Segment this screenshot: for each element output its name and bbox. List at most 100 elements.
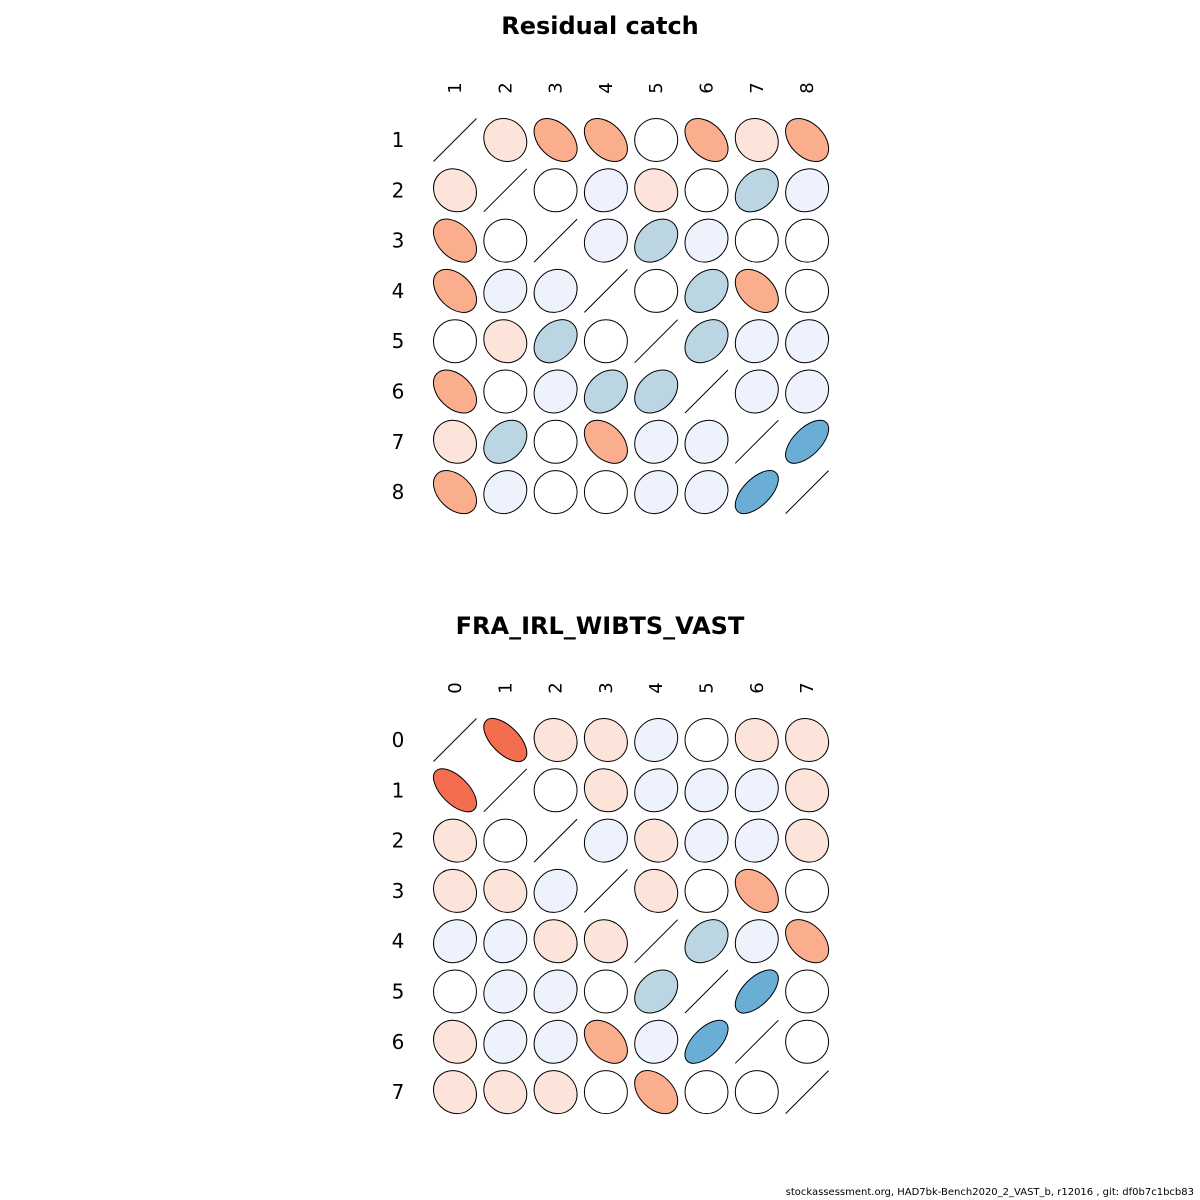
diagonal-line	[584, 269, 628, 313]
correlation-ellipse	[684, 168, 729, 213]
diagonal-line	[734, 1019, 779, 1064]
diagonal-line	[684, 369, 729, 414]
row-tick-label: 2	[392, 178, 405, 202]
correlation-ellipse	[432, 168, 478, 213]
correlation-ellipse	[483, 470, 528, 515]
correlation-ellipse	[583, 919, 628, 964]
col-tick-label: 1	[495, 682, 516, 693]
correlation-ellipse	[432, 768, 478, 813]
correlation-ellipse	[785, 768, 830, 813]
col-tick-label: 4	[596, 82, 617, 93]
correlation-ellipse	[634, 1070, 679, 1115]
diagonal-line	[533, 218, 578, 263]
row-tick-label: 0	[392, 728, 405, 752]
col-tick-label: 5	[646, 82, 667, 93]
correlation-ellipse	[634, 118, 679, 162]
row-tick-label: 6	[392, 1030, 405, 1054]
correlation-ellipse	[684, 718, 729, 762]
correlation-ellipse	[583, 470, 628, 515]
correlation-ellipse	[583, 319, 628, 364]
col-tick-label: 3	[546, 82, 567, 93]
correlation-ellipse	[734, 768, 779, 813]
correlation-ellipse	[684, 868, 729, 913]
diagonal-line	[433, 118, 477, 162]
correlation-ellipse	[533, 1070, 578, 1115]
col-tick-label: 2	[546, 682, 567, 693]
row-tick-label: 6	[392, 380, 405, 404]
correlation-ellipse	[533, 419, 578, 464]
correlation-ellipse	[785, 319, 830, 364]
correlation-ellipse	[734, 168, 779, 213]
correlation-ellipse	[684, 1070, 729, 1115]
correlation-ellipse	[785, 419, 830, 464]
correlation-ellipse	[483, 218, 528, 263]
correlation-ellipse	[433, 369, 477, 414]
diagonal-line	[634, 919, 679, 964]
correlation-ellipse	[583, 369, 628, 414]
footer-credit: stockassessment.org, HAD7bk-Bench2020_2_…	[785, 1187, 1194, 1198]
correlation-ellipse	[734, 268, 779, 313]
correlation-ellipse	[583, 1070, 628, 1115]
correlation-ellipse	[432, 868, 478, 913]
correlation-ellipse	[785, 268, 830, 313]
correlation-ellipse	[785, 168, 830, 213]
correlation-ellipse	[533, 717, 578, 763]
correlation-ellipse	[634, 969, 679, 1014]
correlation-ellipse	[432, 818, 478, 863]
correlation-ellipse	[684, 268, 729, 313]
col-tick-label: 2	[495, 82, 516, 93]
correlation-ellipse	[483, 969, 528, 1014]
correlation-ellipse	[634, 768, 679, 813]
correlation-ellipse	[684, 419, 729, 464]
correlation-ellipse	[483, 117, 528, 163]
correlation-ellipse	[433, 268, 477, 313]
correlation-ellipse	[483, 818, 528, 863]
correlation-ellipse	[483, 268, 528, 313]
diagonal-line	[533, 818, 578, 863]
diagonal-line	[734, 419, 779, 464]
chart-title: Residual catch	[501, 12, 699, 40]
row-tick-label: 2	[392, 829, 405, 853]
correlation-ellipse	[684, 818, 729, 863]
correlation-ellipse	[684, 319, 729, 364]
correlation-ellipse	[433, 319, 477, 364]
correlation-ellipse	[684, 768, 729, 813]
diagonal-line	[785, 1070, 829, 1114]
correlation-ellipse	[483, 717, 528, 763]
diagonal-line	[684, 969, 729, 1014]
correlation-ellipse	[734, 868, 779, 913]
diagonal-line	[483, 168, 528, 213]
correlation-ellipse	[734, 818, 779, 863]
row-tick-label: 5	[392, 980, 405, 1004]
correlation-ellipse	[533, 768, 578, 813]
col-tick-label: 0	[445, 682, 466, 693]
correlation-ellipse	[734, 919, 779, 964]
col-tick-label: 6	[747, 682, 768, 693]
col-tick-label: 6	[697, 82, 718, 93]
correlation-ellipse	[583, 419, 628, 464]
row-tick-label: 3	[392, 229, 405, 253]
correlation-ellipse	[433, 969, 477, 1014]
col-tick-label: 5	[697, 682, 718, 693]
correlation-ellipse	[684, 218, 729, 263]
col-tick-label: 1	[445, 82, 466, 93]
correlation-ellipse	[533, 969, 578, 1014]
correlation-ellipse	[432, 919, 478, 964]
correlation-ellipse	[583, 118, 628, 162]
correlation-ellipse	[432, 1019, 478, 1064]
correlation-ellipse	[734, 319, 779, 364]
row-tick-label: 8	[392, 480, 405, 504]
correlation-ellipse	[684, 118, 729, 162]
correlation-ellipse	[785, 919, 830, 964]
correlation-ellipse	[734, 1070, 779, 1115]
chart-title: FRA_IRL_WIBTS_VAST	[456, 612, 745, 640]
correlation-ellipse	[433, 470, 477, 515]
correlation-ellipse	[785, 868, 830, 913]
col-tick-label: 4	[646, 682, 667, 693]
row-tick-label: 1	[392, 778, 405, 802]
correlation-matrix: 1 2 3 4 5 6 7 8 1 2 3 4 5 6 7 8	[392, 82, 830, 515]
correlation-ellipse	[533, 369, 578, 414]
correlation-ellipse	[684, 1019, 729, 1064]
correlation-ellipse	[583, 218, 628, 263]
